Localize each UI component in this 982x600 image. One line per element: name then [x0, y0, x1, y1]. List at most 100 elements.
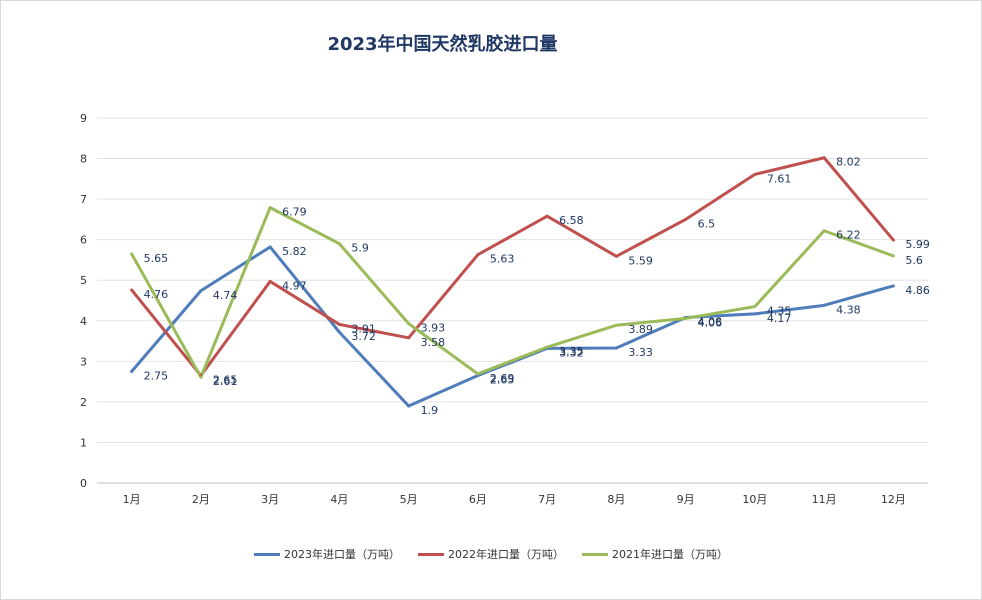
data-label: 5.59	[628, 254, 653, 267]
data-label: 3.91	[351, 322, 376, 335]
data-label: 2.75	[144, 369, 169, 382]
data-point	[822, 156, 826, 160]
data-label: 3.32	[559, 346, 584, 359]
data-point	[337, 330, 341, 334]
data-label: 6.22	[836, 229, 861, 242]
data-label: 4.38	[836, 303, 861, 316]
y-tick-label: 6	[80, 234, 87, 247]
data-label: 4.35	[767, 305, 792, 318]
data-point	[753, 172, 757, 176]
data-point	[476, 372, 480, 376]
legend-item: 2022年进口量（万吨）	[418, 546, 564, 562]
data-label: 4.86	[905, 284, 930, 297]
data-label: 6.79	[282, 206, 307, 219]
data-point	[130, 369, 134, 373]
data-point	[753, 305, 757, 309]
data-point	[684, 316, 688, 320]
data-label: 7.61	[767, 172, 792, 185]
x-tick-label: 10月	[742, 493, 767, 506]
data-point	[891, 238, 895, 242]
legend-label: 2022年进口量（万吨）	[448, 548, 564, 561]
legend-swatch	[582, 552, 608, 556]
legend-swatch	[418, 552, 444, 556]
x-tick-label: 12月	[881, 493, 906, 506]
data-point	[822, 229, 826, 233]
data-label: 5.9	[351, 242, 369, 255]
y-tick-label: 3	[80, 355, 87, 368]
data-label: 1.9	[421, 404, 439, 417]
data-point	[268, 245, 272, 249]
data-point	[891, 254, 895, 258]
data-point	[545, 214, 549, 218]
y-tick-label: 2	[80, 396, 87, 409]
data-label: 3.72	[351, 330, 376, 343]
data-point	[130, 288, 134, 292]
legend-item: 2023年进口量（万吨）	[254, 546, 400, 562]
data-point	[753, 312, 757, 316]
data-label: 4.76	[144, 288, 169, 301]
x-tick-label: 9月	[677, 493, 695, 506]
data-point	[407, 336, 411, 340]
data-point	[614, 346, 618, 350]
data-label: 3.35	[559, 345, 584, 358]
data-point	[822, 303, 826, 307]
data-label: 5.82	[282, 245, 307, 258]
data-point	[684, 217, 688, 221]
x-tick-label: 8月	[607, 493, 625, 506]
x-tick-label: 1月	[123, 493, 141, 506]
data-point	[337, 242, 341, 246]
data-label: 4.97	[282, 279, 307, 292]
data-label: 2.69	[490, 372, 515, 385]
data-label: 5.63	[490, 253, 515, 266]
data-point	[199, 375, 203, 379]
data-point	[130, 252, 134, 256]
data-label: 6.5	[698, 217, 716, 230]
data-label: 4.17	[767, 312, 792, 325]
y-tick-label: 1	[80, 436, 87, 449]
series-line-1	[130, 156, 895, 378]
data-label: 3.89	[628, 323, 653, 336]
data-label: 3.33	[628, 346, 653, 359]
x-tick-label: 4月	[330, 493, 348, 506]
legend-label: 2021年进口量（万吨）	[612, 548, 728, 561]
data-point	[337, 322, 341, 326]
y-tick-label: 5	[80, 274, 87, 287]
x-tick-label: 6月	[469, 493, 487, 506]
x-tick-label: 7月	[538, 493, 556, 506]
data-label: 4.74	[213, 289, 238, 302]
data-label: 5.6	[905, 254, 923, 267]
data-label: 4.06	[698, 316, 723, 329]
y-tick-label: 7	[80, 193, 87, 206]
chart-legend: 2023年进口量（万吨） 2022年进口量（万吨） 2021年进口量（万吨）	[0, 546, 982, 562]
y-tick-label: 8	[80, 153, 87, 166]
y-tick-label: 0	[80, 477, 87, 490]
x-tick-label: 5月	[400, 493, 418, 506]
chart-title: 2023年中国天然乳胶进口量	[327, 34, 558, 55]
data-point	[407, 404, 411, 408]
data-label: 4.08	[698, 316, 723, 329]
data-label: 2.61	[213, 375, 238, 388]
data-label: 5.65	[144, 252, 169, 265]
y-tick-label: 4	[80, 315, 87, 328]
data-label: 2.65	[213, 374, 238, 387]
data-label: 8.02	[836, 156, 861, 169]
data-point	[891, 284, 895, 288]
legend-item: 2021年进口量（万吨）	[582, 546, 728, 562]
x-tick-label: 11月	[812, 493, 837, 506]
data-point	[199, 289, 203, 293]
data-point	[407, 322, 411, 326]
data-label: 2.65	[490, 374, 515, 387]
data-point	[268, 279, 272, 283]
data-label: 5.99	[905, 238, 930, 251]
x-tick-label: 3月	[261, 493, 279, 506]
legend-swatch	[254, 552, 280, 556]
data-label: 3.58	[421, 336, 446, 349]
data-label: 3.93	[421, 322, 446, 335]
y-tick-label: 9	[80, 112, 87, 125]
data-point	[476, 253, 480, 257]
series-line-2	[130, 206, 894, 379]
legend-label: 2023年进口量（万吨）	[284, 548, 400, 561]
data-point	[545, 345, 549, 349]
